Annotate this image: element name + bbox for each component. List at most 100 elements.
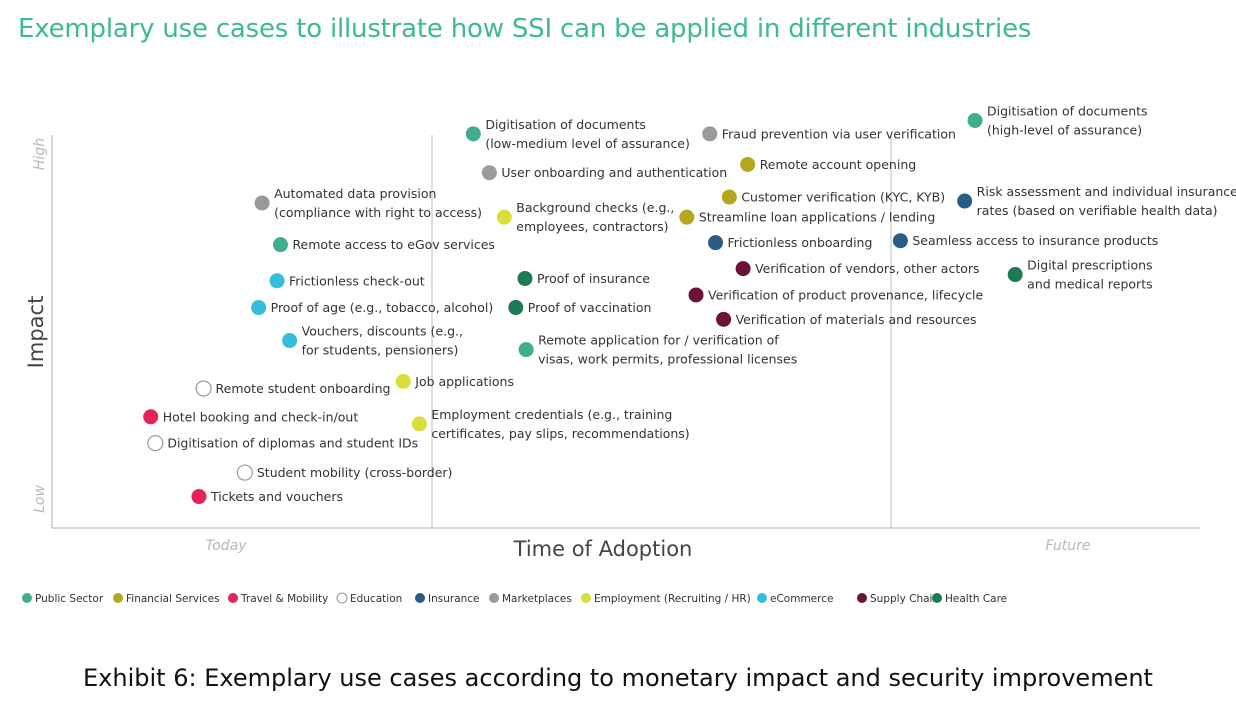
point-label: Background checks (e.g., [516, 200, 674, 215]
point-marker [735, 261, 751, 277]
point-label: Digital prescriptions [1027, 258, 1152, 273]
point-label: Proof of insurance [537, 271, 650, 286]
x-tick-future: Future [1045, 538, 1090, 554]
point-marker [740, 156, 756, 172]
legend-label: Public Sector [35, 593, 104, 605]
point-marker [191, 489, 207, 505]
point-label: Vouchers, discounts (e.g., [302, 324, 463, 339]
data-point: Proof of age (e.g., tobacco, alcohol) [251, 300, 494, 316]
point-label: Verification of product provenance, life… [708, 287, 983, 302]
point-label: Job applications [414, 374, 514, 389]
point-label: employees, contractors) [516, 219, 668, 234]
point-marker [716, 311, 732, 327]
data-point: Verification of vendors, other actors [735, 261, 980, 277]
data-point: Fraud prevention via user verification [702, 126, 956, 142]
point-label: Digitisation of documents [987, 103, 1148, 118]
x-tick-today: Today [205, 538, 247, 554]
data-point: Vouchers, discounts (e.g., for students, … [282, 324, 463, 358]
legend-item: Health Care [932, 593, 1007, 605]
point-label: Automated data provision [274, 186, 436, 201]
data-point: Remote application for / verification of… [518, 333, 797, 367]
point-label: (high-level of assurance) [987, 122, 1142, 137]
data-point: Job applications [395, 373, 514, 389]
point-label: Digitisation of diplomas and student IDs [167, 436, 418, 451]
point-marker [721, 189, 737, 205]
point-label: Employment credentials (e.g., training [431, 407, 672, 422]
legend-item: eCommerce [757, 593, 833, 605]
point-label: (low-medium level of assurance) [485, 136, 690, 151]
legend-label: eCommerce [770, 593, 833, 605]
data-point: Digitisation of diplomas and student IDs [147, 435, 418, 452]
point-label: Student mobility (cross-border) [257, 465, 453, 480]
point-label: Proof of age (e.g., tobacco, alcohol) [271, 300, 494, 315]
exhibit-caption: Exhibit 6: Exemplary use cases according… [83, 664, 1153, 692]
legend-item: Supply Chain [857, 593, 939, 605]
legend-item: Financial Services [113, 593, 220, 605]
data-point: Digitisation of documents (high-level of … [967, 103, 1148, 137]
point-marker [147, 435, 164, 452]
point-label: Remote account opening [760, 157, 917, 172]
data-point: Proof of insurance [517, 270, 650, 286]
legend-swatch [757, 593, 767, 603]
legend-item: Insurance [415, 593, 480, 605]
legend-swatch [932, 593, 942, 603]
data-point: Digitisation of documents (low-medium lev… [465, 117, 690, 151]
legend-swatch [336, 592, 348, 604]
legend-swatch [489, 593, 499, 603]
legend-swatch [228, 593, 238, 603]
point-label: Hotel booking and check-in/out [163, 409, 359, 424]
legend-item: Marketplaces [489, 593, 572, 605]
point-label: and medical reports [1027, 277, 1152, 292]
point-label: visas, work permits, professional licens… [538, 352, 797, 367]
point-label: Risk assessment and individual insurance [977, 184, 1236, 199]
data-point: Proof of vaccination [508, 300, 651, 316]
point-marker [282, 333, 298, 349]
legend-label: Financial Services [126, 593, 220, 605]
legend-swatch [581, 593, 591, 603]
legend-item: Public Sector [22, 593, 104, 605]
point-label: Remote student onboarding [216, 381, 391, 396]
point-marker [508, 300, 524, 316]
data-point: Streamline loan applications / lending [679, 209, 935, 225]
point-marker [395, 373, 411, 389]
point-marker [272, 237, 288, 253]
legend-item: Education [336, 592, 402, 605]
y-tick-low: Low [32, 485, 48, 513]
point-marker [236, 464, 253, 481]
data-points: Digitisation of documents (low-medium lev… [143, 103, 1236, 505]
data-point: Frictionless onboarding [708, 235, 873, 251]
point-marker [411, 416, 427, 432]
legend-label: Education [350, 593, 402, 605]
point-marker [679, 209, 695, 225]
point-marker [957, 193, 973, 209]
plot-frame: Time of Adoption Impact Today Future Low High [24, 135, 1200, 561]
chart-title: Exemplary use cases to illustrate how SS… [18, 14, 1032, 44]
point-label: Remote access to eGov services [292, 237, 495, 252]
data-point: Risk assessment and individual insurance… [957, 184, 1236, 218]
point-label: Seamless access to insurance products [912, 233, 1158, 248]
legend-item: Employment (Recruiting / HR) [581, 593, 751, 605]
point-marker [967, 112, 983, 128]
point-marker [269, 273, 285, 289]
point-marker [195, 380, 212, 397]
point-label: for students, pensioners) [302, 343, 459, 358]
legend-label: Health Care [945, 593, 1007, 605]
data-point: Customer verification (KYC, KYB) [721, 189, 945, 205]
data-point: Frictionless check-out [269, 273, 425, 289]
data-point: Verification of product provenance, life… [688, 287, 984, 303]
legend-swatch [857, 593, 867, 603]
data-point: Employment credentials (e.g., training ce… [411, 407, 690, 441]
point-marker [465, 126, 481, 142]
data-point: Hotel booking and check-in/out [143, 409, 359, 425]
point-label: Customer verification (KYC, KYB) [741, 190, 945, 205]
point-label: Frictionless onboarding [728, 235, 873, 250]
point-marker [251, 300, 267, 316]
point-marker [702, 126, 718, 142]
y-tick-high: High [32, 138, 48, 170]
point-marker [1007, 267, 1023, 283]
point-label: Verification of vendors, other actors [755, 261, 979, 276]
data-point: Remote account opening [740, 156, 917, 172]
point-marker [892, 233, 908, 249]
legend-swatch [22, 593, 32, 603]
data-point: Seamless access to insurance products [892, 233, 1158, 249]
